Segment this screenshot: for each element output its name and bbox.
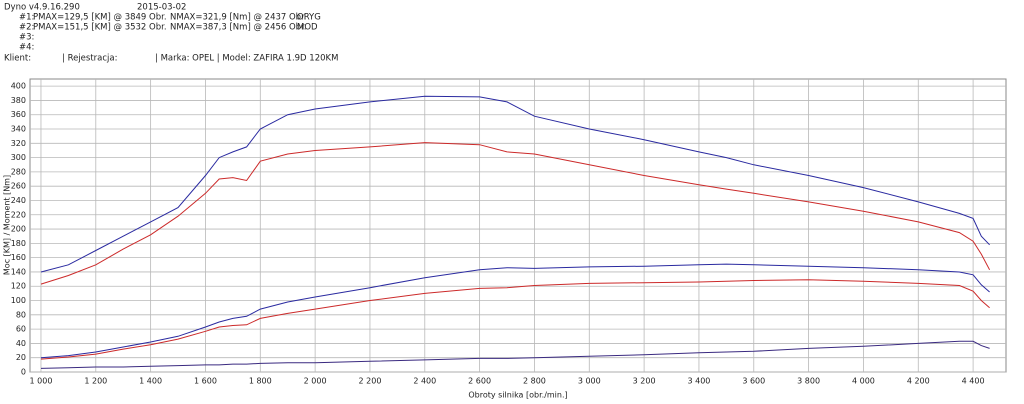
- run-id: #3:: [19, 33, 34, 43]
- x-tick-label: 1 600: [194, 377, 217, 386]
- y-tick-label: 0: [21, 368, 26, 377]
- y-tick-label: 180: [11, 239, 26, 248]
- x-tick-label: 4 000: [852, 377, 875, 386]
- run-id: #2:: [19, 23, 34, 33]
- y-tick-label: 60: [16, 325, 26, 334]
- x-tick-label: 1 800: [249, 377, 272, 386]
- run-nmax: NMAX=321,9 [Nm] @ 2437 Obr.: [170, 13, 307, 23]
- x-tick-label: 3 400: [687, 377, 710, 386]
- x-tick-label: 1 400: [139, 377, 162, 386]
- date: 2015-03-02: [137, 3, 186, 13]
- run-id: #1:: [19, 13, 34, 23]
- x-tick-label: 2 600: [468, 377, 491, 386]
- run-id: #4:: [19, 43, 34, 53]
- client: Klient:: [4, 54, 31, 64]
- plot-frame: [29, 78, 1007, 373]
- y-tick-label: 280: [11, 167, 26, 176]
- x-tick-label: 3 200: [633, 377, 656, 386]
- x-tick-label: 1 200: [84, 377, 107, 386]
- y-tick-label: 400: [11, 82, 26, 91]
- run-nmax: NMAX=387,3 [Nm] @ 2456 Obr.: [170, 23, 307, 33]
- x-axis-title: Obroty silnika [obr./min.]: [468, 391, 567, 400]
- x-tick-label: 2 400: [413, 377, 436, 386]
- x-tick-label: 3 800: [797, 377, 820, 386]
- y-tick-label: 20: [16, 353, 26, 362]
- y-tick-label: 120: [11, 282, 26, 291]
- y-tick-label: 260: [11, 182, 26, 191]
- run-pmax: PMAX=129,5 [KM] @ 3849 Obr.: [33, 13, 167, 23]
- y-tick-label: 200: [11, 225, 26, 234]
- x-tick-label: 3 000: [578, 377, 601, 386]
- x-tick-label: 2 000: [304, 377, 327, 386]
- y-tick-label: 40: [16, 339, 26, 348]
- y-tick-label: 340: [11, 125, 26, 134]
- run-label: ORYG: [297, 13, 321, 23]
- registration: | Rejestracja:: [62, 54, 117, 64]
- x-tick-label: 2 200: [359, 377, 382, 386]
- x-tick-label: 4 400: [962, 377, 985, 386]
- data-line: [40, 279, 990, 360]
- x-tick-label: 3 600: [742, 377, 765, 386]
- y-axis-title: Moc [KM] / Moment [Nm]: [3, 175, 12, 275]
- data-line: [40, 95, 990, 273]
- run-label: MOD: [297, 23, 318, 33]
- y-tick-label: 300: [11, 153, 26, 162]
- y-tick-label: 240: [11, 196, 26, 205]
- x-tick-label: 1 000: [30, 377, 53, 386]
- data-line: [40, 142, 991, 285]
- data-line: [40, 340, 990, 369]
- data-line: [40, 263, 990, 359]
- y-tick-label: 360: [11, 110, 26, 119]
- vehicle: | Marka: OPEL | Model: ZAFIRA 1.9D 120KM: [155, 54, 338, 64]
- y-tick-label: 320: [11, 139, 26, 148]
- run-pmax: PMAX=151,5 [KM] @ 3532 Obr.: [33, 23, 167, 33]
- y-tick-label: 100: [11, 296, 26, 305]
- y-tick-label: 140: [11, 267, 26, 276]
- y-tick-label: 380: [11, 96, 26, 105]
- x-tick-label: 4 200: [907, 377, 930, 386]
- y-tick-label: 80: [16, 310, 26, 319]
- y-tick-label: 220: [11, 210, 26, 219]
- version: Dyno v4.9.16.290: [4, 3, 80, 13]
- x-tick-label: 2 800: [523, 377, 546, 386]
- y-tick-label: 160: [11, 253, 26, 262]
